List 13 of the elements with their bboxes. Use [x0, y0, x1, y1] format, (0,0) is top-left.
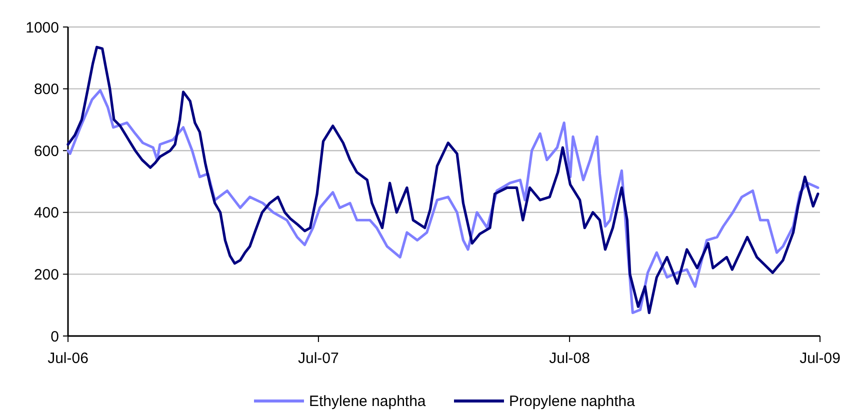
x-tick-label: Jul-06	[48, 350, 88, 367]
x-tick-label: Jul-09	[800, 350, 840, 367]
line-series	[66, 46, 820, 314]
y-tick-label: 1000	[26, 19, 59, 36]
legend-label: Ethylene naphtha	[309, 393, 426, 410]
x-tick-label: Jul-07	[298, 350, 339, 367]
y-tick-label: 400	[34, 204, 59, 222]
y-tick-label: 800	[34, 81, 59, 98]
y-tick-label: 0	[50, 328, 59, 346]
x-tick-label: Jul-08	[549, 350, 590, 367]
legend-label: Propylene naphtha	[509, 393, 636, 410]
y-tick-label: 200	[34, 266, 59, 284]
y-tick-label: 600	[34, 142, 59, 160]
